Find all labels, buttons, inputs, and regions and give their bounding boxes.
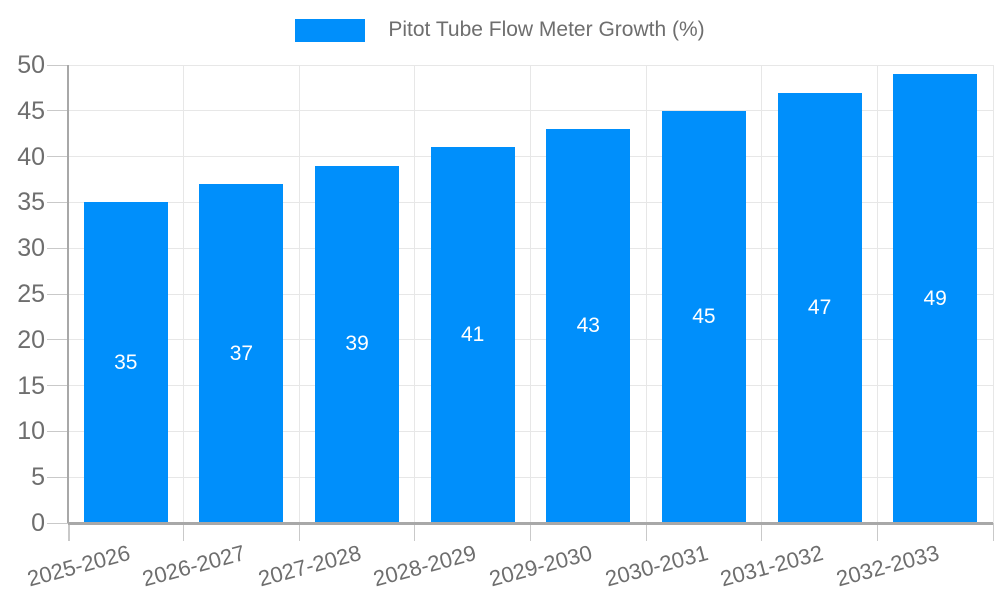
h-gridline — [68, 64, 993, 66]
y-axis-line — [67, 65, 69, 523]
x-tick — [761, 523, 763, 541]
x-tick — [67, 523, 70, 541]
legend-swatch-icon — [295, 18, 366, 42]
x-tick — [183, 523, 185, 541]
y-tick — [47, 201, 68, 203]
v-gridline — [414, 65, 416, 523]
x-axis-label[interactable]: 2025-2026 — [24, 540, 133, 592]
v-gridline — [992, 65, 994, 523]
y-tick — [47, 522, 68, 524]
x-tick — [992, 523, 994, 541]
y-tick — [47, 339, 68, 341]
x-tick — [414, 523, 416, 541]
bar-value-label: 43 — [576, 314, 600, 338]
v-gridline — [298, 65, 300, 523]
bar-value-label: 35 — [114, 350, 138, 374]
x-axis-label[interactable]: 2028-2029 — [371, 540, 480, 592]
bar[interactable] — [777, 92, 862, 523]
bar-value-label: 49 — [923, 286, 947, 310]
y-tick — [47, 110, 68, 112]
bar[interactable] — [315, 165, 400, 523]
v-gridline — [876, 65, 878, 523]
x-tick — [298, 523, 300, 541]
bar-value-label: 39 — [345, 332, 369, 356]
y-tick — [47, 156, 68, 158]
y-tick — [47, 293, 68, 295]
y-tick — [47, 476, 68, 478]
y-axis-label: 30 — [17, 234, 45, 263]
y-axis-label: 20 — [17, 325, 45, 354]
y-axis-label: 0 — [31, 509, 45, 537]
y-axis-label: 45 — [17, 96, 45, 125]
y-axis-label: 25 — [17, 280, 45, 308]
v-gridline — [183, 65, 185, 523]
bar-value-label: 45 — [692, 304, 716, 328]
legend-label: Pitot Tube Flow Meter Growth (%) — [388, 18, 705, 41]
bar-value-label: 47 — [807, 295, 832, 319]
x-axis-label[interactable]: 2027-2028 — [255, 540, 364, 592]
bar-value-label: 37 — [229, 341, 254, 365]
x-axis-label[interactable]: 2032-2033 — [833, 540, 942, 592]
bar[interactable] — [893, 74, 978, 523]
y-axis-label: 35 — [17, 188, 45, 217]
x-axis-label[interactable]: 2031-2032 — [717, 540, 827, 592]
x-axis-label[interactable]: 2030-2031 — [602, 540, 711, 592]
bar[interactable] — [199, 184, 284, 523]
y-tick — [47, 385, 68, 387]
bar-value-label: 41 — [461, 323, 485, 347]
bar[interactable] — [546, 129, 631, 523]
y-axis-label: 15 — [17, 371, 45, 400]
bar[interactable] — [430, 147, 515, 523]
x-axis-label[interactable]: 2029-2030 — [486, 540, 595, 592]
x-tick — [530, 523, 531, 541]
bar[interactable] — [661, 110, 746, 523]
y-axis-label: 50 — [17, 51, 45, 79]
y-tick — [47, 430, 68, 432]
v-gridline — [761, 65, 763, 523]
y-axis-label: 40 — [17, 142, 45, 171]
v-gridline — [530, 65, 531, 523]
y-tick — [47, 64, 68, 66]
legend[interactable]: Pitot Tube Flow Meter Growth (%) — [0, 17, 1000, 43]
y-axis-label: 10 — [17, 417, 45, 446]
x-tick — [876, 523, 878, 541]
bar[interactable] — [83, 202, 168, 523]
x-axis-label[interactable]: 2026-2027 — [139, 540, 248, 592]
v-gridline — [645, 65, 647, 523]
y-tick — [47, 247, 68, 249]
x-tick — [645, 523, 647, 541]
y-axis-label: 5 — [31, 463, 45, 492]
